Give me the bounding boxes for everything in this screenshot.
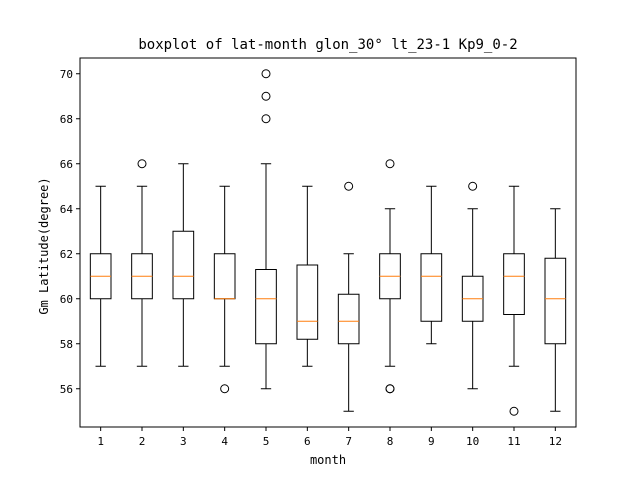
y-tick-label: 64 <box>60 203 74 216</box>
y-tick-label: 58 <box>60 338 73 351</box>
x-tick-label: 3 <box>180 435 187 448</box>
flier-4 <box>220 384 230 394</box>
x-tick-label: 9 <box>428 435 435 448</box>
y-tick-label: 66 <box>60 158 73 171</box>
box-6 <box>296 264 319 340</box>
x-tick-label: 6 <box>304 435 311 448</box>
box-12 <box>544 257 567 345</box>
flier-2 <box>137 159 147 169</box>
box-9 <box>420 253 443 322</box>
x-tick-label: 11 <box>507 435 520 448</box>
x-tick-label: 2 <box>139 435 146 448</box>
y-tick-label: 60 <box>60 293 73 306</box>
y-tick-label: 70 <box>60 68 73 81</box>
y-axis-label: Gm Latitude(degree) <box>37 177 51 314</box>
flier-8 <box>385 159 395 169</box>
y-tick-label: 68 <box>60 113 73 126</box>
x-tick-label: 12 <box>549 435 562 448</box>
x-tick-label: 7 <box>345 435 352 448</box>
x-tick-label: 10 <box>466 435 479 448</box>
y-tick-label: 62 <box>60 248 73 261</box>
flier-8 <box>385 384 395 394</box>
box-7 <box>337 293 360 345</box>
x-tick-label: 4 <box>221 435 228 448</box>
flier-5 <box>261 91 271 101</box>
x-tick-label: 1 <box>97 435 104 448</box>
y-tick-label: 56 <box>60 383 73 396</box>
box-11 <box>503 253 525 315</box>
x-axis-label: month <box>310 453 346 467</box>
chart-title: boxplot of lat-month glon_30° lt_23-1 Kp… <box>138 37 517 53</box>
x-tick-label: 5 <box>263 435 270 448</box>
x-tick-label: 8 <box>387 435 394 448</box>
box-5 <box>255 269 277 345</box>
flier-5 <box>261 69 271 79</box>
flier-5 <box>261 114 271 124</box>
box-3 <box>172 230 195 300</box>
flier-7 <box>344 181 354 191</box>
plot-frame <box>79 57 577 428</box>
flier-11 <box>509 406 519 416</box>
flier-10 <box>468 181 478 191</box>
